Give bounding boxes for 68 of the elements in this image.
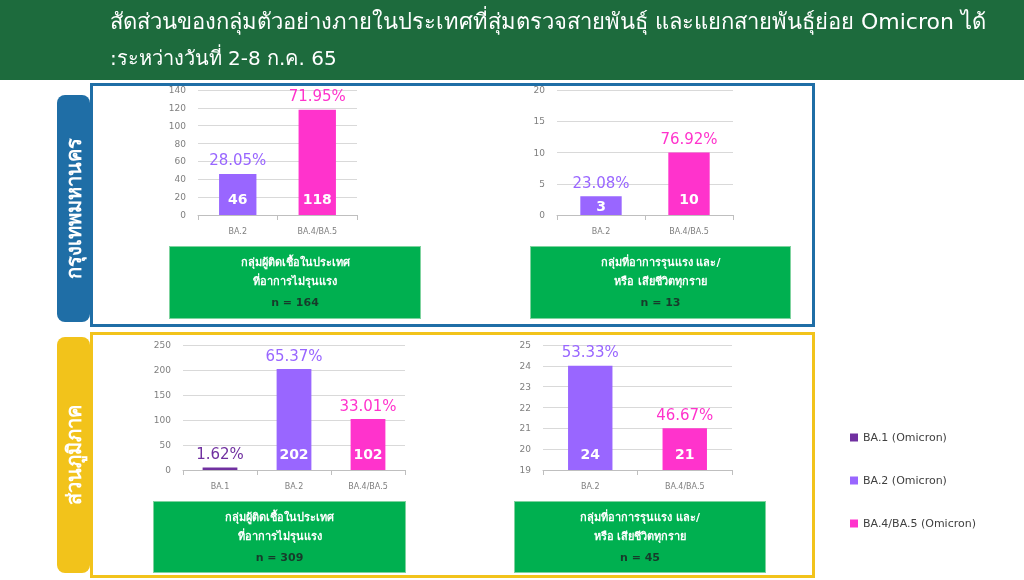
annotation: 1.62% (196, 445, 244, 463)
x-tick-label: BA.2 (581, 481, 600, 491)
legend-label: BA.1 (Omicron) (863, 431, 947, 444)
annotation: 53.33% (561, 343, 619, 362)
text: n = 13 (640, 295, 681, 311)
x-tick-label: BA.2 (591, 226, 611, 236)
y-tick-label: 24 (519, 360, 532, 371)
y-tick-label: 23 (519, 381, 531, 392)
data-label: 21 (675, 446, 695, 462)
x-tick-label: BA.4/BA.5 (669, 226, 709, 236)
y-tick-label: 10 (533, 147, 546, 158)
annotation: 65.37% (265, 346, 323, 365)
y-tick-label: 60 (174, 156, 187, 167)
legend-label: BA.4/BA.5 (Omicron) (863, 517, 976, 530)
annotation: 46.67% (656, 405, 714, 424)
x-tick-label: BA.1 (210, 481, 230, 491)
data-label: 202 (279, 446, 309, 462)
data-label: 10 (679, 191, 699, 207)
x-axis-title: กลุ่มผู้ติดเชื้อในประเทศ ที่อาการไม่รุนแรง (225, 508, 334, 545)
y-tick-label: 20 (519, 444, 532, 455)
y-tick-label: 50 (159, 440, 172, 450)
text: n = 164 (271, 295, 319, 311)
y-tick-label: 20 (533, 85, 546, 95)
annotation: 23.08% (572, 173, 630, 192)
annotation: 33.01% (339, 396, 397, 415)
y-axis-title: กรุงเทพมหานคร (60, 138, 87, 279)
y-tick-label: 250 (153, 340, 172, 350)
x-axis-title: กลุ่มที่อาการรุนแรง และ/ หรือ เสียชีวิตทุกราย (600, 253, 721, 290)
annotation: 71.95% (288, 87, 346, 106)
data-label: 118 (302, 191, 332, 207)
x-tick-label: BA.2 (228, 226, 247, 236)
y-tick-label: 100 (153, 415, 172, 425)
chart-subtitle: :ระหว่างวันที่ 2-8 ก.ค. 65 (110, 43, 338, 72)
legend-label: BA.2 (Omicron) (863, 474, 947, 487)
y-tick-label: 80 (174, 138, 187, 149)
data-label: 102 (353, 446, 383, 462)
text: สัดส่วนของกลุ่มตัวอย่างภายในประเทศที่สุ่มตรวจสายพันธุ์ และแยกสายพันธุ์ย่อย Omicron ได้ (110, 5, 986, 37)
data-label: 46 (228, 191, 248, 207)
x-tick-label: BA.4/BA.5 (348, 481, 388, 491)
y-tick-label: 22 (519, 402, 531, 413)
y-tick-label: 21 (519, 423, 531, 434)
y-tick-label: 20 (174, 192, 187, 203)
y-tick-label: 0 (539, 210, 546, 220)
y-tick-label: 100 (168, 120, 187, 131)
y-tick-label: 120 (168, 102, 187, 113)
y-tick-label: 40 (174, 174, 187, 185)
bar (276, 369, 312, 470)
text: n = 45 (619, 549, 660, 566)
x-tick-label: BA.2 (284, 481, 304, 491)
data-label: 24 (580, 446, 601, 462)
y-tick-label: 15 (533, 116, 545, 127)
y-tick-label: 150 (153, 390, 172, 400)
x-axis-title: กลุ่มที่อาการรุนแรง และ/ หรือ เสียชีวิตทุกราย (580, 508, 700, 545)
y-tick-label: 25 (519, 340, 531, 350)
y-axis-title: ส่วนภูมิภาค (60, 405, 87, 505)
y-tick-label: 5 (539, 178, 545, 189)
y-tick-label: 19 (519, 465, 532, 475)
data-label: 3 (596, 197, 606, 214)
y-tick-label: 0 (180, 210, 187, 220)
y-tick-label: 200 (153, 365, 172, 375)
x-tick-label: BA.4/BA.5 (664, 481, 705, 491)
y-tick-label: 140 (168, 85, 187, 95)
x-axis-title: กลุ่มผู้ติดเชื้อในประเทศ ที่อาการไม่รุนแรง (240, 253, 350, 290)
annotation: 76.92% (660, 130, 718, 148)
annotation: 28.05% (209, 151, 267, 170)
text: n = 309 (255, 549, 304, 566)
x-tick-label: BA.4/BA.5 (297, 226, 338, 236)
y-tick-label: 0 (165, 465, 172, 475)
